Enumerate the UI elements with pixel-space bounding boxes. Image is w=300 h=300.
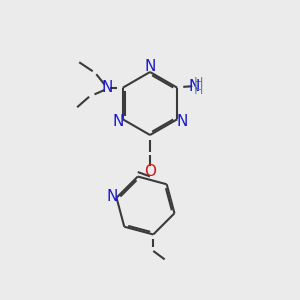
Text: N: N [106,189,118,204]
Text: H: H [194,84,203,97]
Text: N: N [112,114,124,129]
Text: N: N [176,114,188,129]
Text: N: N [144,59,156,74]
Text: N: N [101,80,113,95]
Text: O: O [144,164,156,178]
Text: N: N [188,79,200,94]
Text: H: H [194,76,203,89]
